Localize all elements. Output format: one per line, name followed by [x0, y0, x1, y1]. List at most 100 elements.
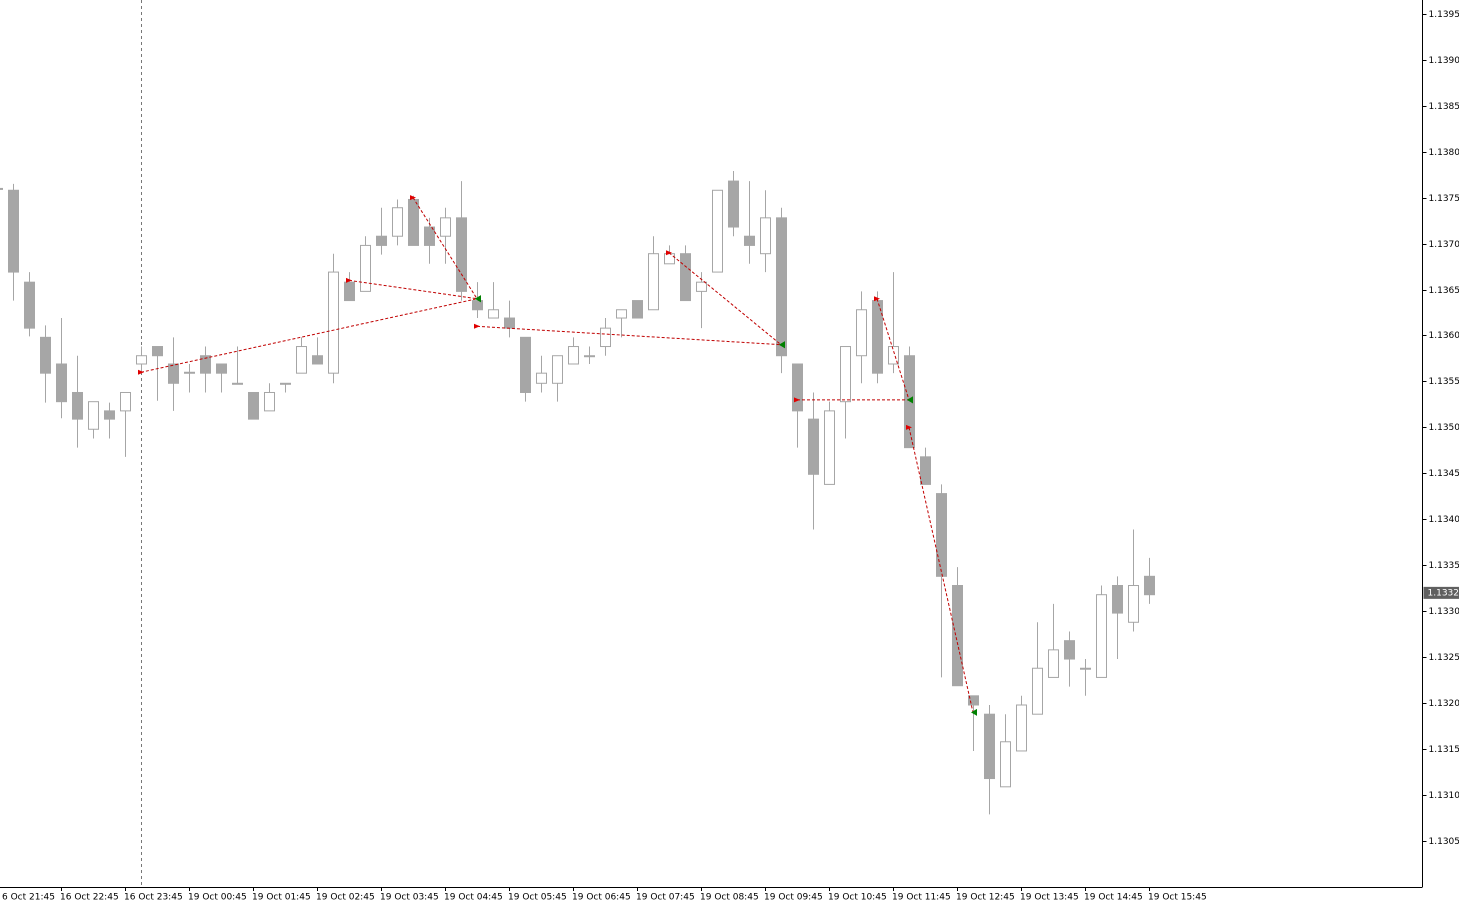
candle-body [24, 281, 35, 329]
trade-line [348, 279, 478, 300]
y-tick-label: 1.1385 [1429, 102, 1459, 112]
candle-body [168, 363, 179, 384]
candle-body [200, 355, 211, 374]
candle-body [1144, 575, 1155, 596]
candle-body [1048, 649, 1059, 678]
x-tick-label: 19 Oct 08:45 [700, 893, 759, 903]
candle-body [840, 346, 851, 403]
candle-body [808, 418, 819, 475]
candle-body [824, 410, 835, 485]
x-tick-label: 19 Oct 00:45 [188, 893, 247, 903]
trade-close-marker [475, 295, 481, 303]
trade-open-marker [906, 424, 912, 430]
x-tick-label: 19 Oct 15:45 [1148, 893, 1207, 903]
candle-body [648, 253, 659, 311]
x-tick-label: 19 Oct 06:45 [572, 893, 631, 903]
x-tick-label: 19 Oct 13:45 [1020, 893, 1079, 903]
candle-body [344, 281, 355, 302]
x-tick-label: 19 Oct 09:45 [764, 893, 823, 903]
trade-line [668, 252, 782, 346]
candle-body [872, 300, 883, 374]
y-tick-label: 1.1320 [1429, 699, 1459, 709]
candle-body [488, 309, 499, 319]
x-tick-label: 19 Oct 12:45 [956, 893, 1015, 903]
candle-body [424, 226, 435, 246]
y-tick-label: 1.1360 [1429, 331, 1459, 341]
y-tick-label: 1.1380 [1429, 148, 1459, 158]
x-tick-label: 19 Oct 10:45 [828, 893, 887, 903]
candle-body [280, 382, 291, 385]
x-tick-label: 19 Oct 05:45 [508, 893, 567, 903]
candle-body [8, 189, 19, 273]
candle-body [632, 300, 643, 319]
candle-body [888, 346, 899, 365]
current-price-label: 1.1332 [1428, 588, 1459, 598]
candle-body [328, 271, 339, 374]
candle-body [312, 355, 323, 365]
x-tick-label: 19 Oct 01:45 [252, 893, 311, 903]
candle-body [104, 410, 115, 420]
candle-body [120, 391, 131, 412]
candle-body [0, 187, 3, 190]
candle-body [152, 346, 163, 357]
trade-open-marker [666, 250, 672, 256]
x-tick-label: 19 Oct 11:45 [892, 893, 951, 903]
candle-body [600, 327, 611, 348]
candle-body [936, 493, 947, 577]
candle-body [920, 456, 931, 485]
candle-body [456, 217, 467, 292]
y-tick-label: 1.1395 [1429, 10, 1459, 20]
candle-body [760, 217, 771, 255]
candle-body [504, 317, 515, 329]
candle-body [40, 336, 51, 374]
candle-body [904, 355, 915, 449]
y-tick-label: 1.1310 [1429, 791, 1459, 801]
candle-body [1080, 667, 1091, 670]
candle-body [520, 336, 531, 393]
y-tick-label: 1.1365 [1429, 286, 1459, 296]
trade-close-marker [779, 341, 785, 349]
candle-body [248, 391, 259, 420]
x-tick-label: 19 Oct 07:45 [636, 893, 695, 903]
y-tick-label: 1.1315 [1429, 745, 1459, 755]
candle-body [408, 198, 419, 246]
candle-body [232, 382, 243, 385]
candle-body [712, 189, 723, 273]
trade-open-marker [874, 296, 880, 302]
candle-body [184, 371, 195, 374]
y-tick-label: 1.1340 [1429, 515, 1459, 525]
y-tick-label: 1.1335 [1429, 561, 1459, 571]
candle-body [72, 391, 83, 420]
candle-body [728, 180, 739, 228]
y-tick-label: 1.1375 [1429, 194, 1459, 204]
candle-body [696, 281, 707, 292]
candle-body [984, 713, 995, 780]
candle-body [568, 346, 579, 365]
y-tick-label: 1.1370 [1429, 240, 1459, 250]
candle-body [88, 401, 99, 430]
candle-body [472, 300, 483, 311]
y-tick-label: 1.1325 [1429, 653, 1459, 663]
x-tick-label: 19 Oct 04:45 [444, 893, 503, 903]
candle-body [952, 585, 963, 687]
y-tick-label: 1.1305 [1429, 837, 1459, 847]
candle-body [360, 244, 371, 292]
trade-close-marker [971, 708, 977, 716]
candle-body [680, 253, 691, 302]
x-tick-label: 16 Oct 23:45 [124, 893, 183, 903]
trade-close-marker [907, 396, 913, 404]
y-tick-label: 1.1390 [1429, 56, 1459, 66]
trade-line [476, 325, 782, 346]
candle-body [1032, 667, 1043, 715]
candle-body [1096, 594, 1107, 678]
candle-body [1128, 585, 1139, 623]
candle-body [392, 207, 403, 237]
x-tick-label: 16 Oct 22:45 [60, 893, 119, 903]
candle-body [264, 391, 275, 412]
candle-body [216, 363, 227, 374]
candle-body [968, 695, 979, 706]
candle-body [296, 346, 307, 374]
y-tick-label: 1.1350 [1429, 423, 1459, 433]
x-tick-label: 19 Oct 03:45 [380, 893, 439, 903]
